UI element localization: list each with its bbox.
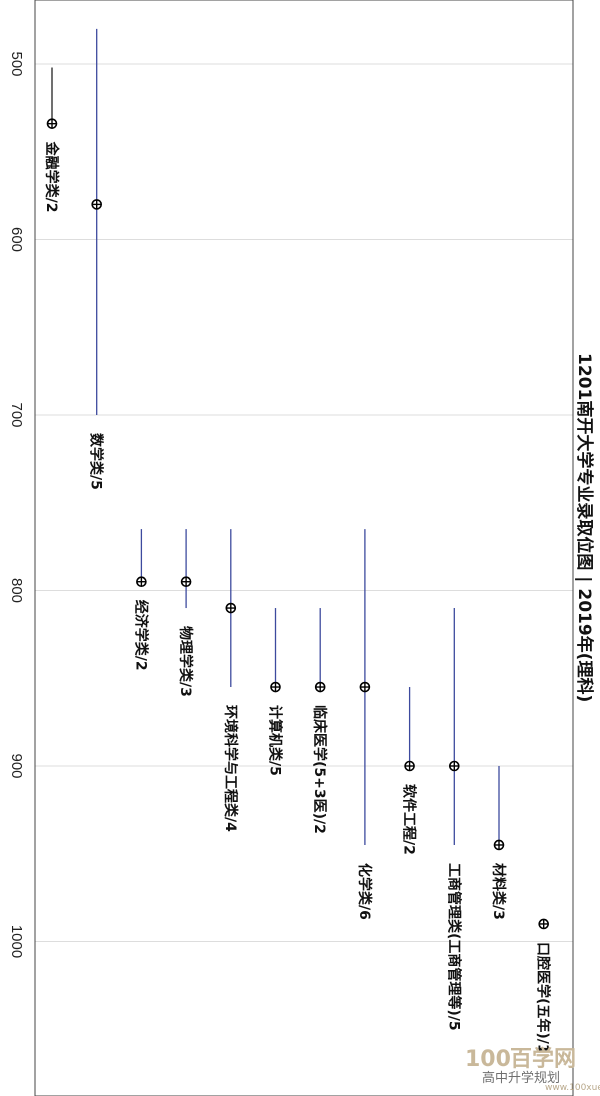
plot-frame (34, 0, 574, 1096)
median-marker (448, 760, 460, 772)
watermark: 100 百学网 高中升学规划 www.100xue.net (465, 1046, 600, 1093)
median-marker (91, 199, 102, 210)
median-marker (538, 918, 550, 930)
median-marker (404, 760, 415, 772)
category-label: 计算机类/5 (267, 705, 284, 776)
watermark-subtitle: 高中升学规划 (482, 1070, 560, 1086)
median-marker (225, 602, 237, 614)
category-label: 临床医学(5+3医)/2 (311, 705, 328, 834)
category-label: 经济学类/2 (132, 600, 149, 671)
category-label: 材料类/3 (490, 863, 507, 920)
y-tick-label: 900 (8, 753, 25, 778)
category-label: 软件工程/2 (401, 784, 418, 855)
category-label: 工商管理类(工商管理等)/5 (445, 863, 462, 1031)
median-marker (493, 839, 505, 851)
watermark-logo-digits: 100 (465, 1047, 511, 1072)
y-tick-label: 700 (8, 402, 25, 427)
category-label: 金融学类/2 (43, 141, 60, 213)
range-marks (46, 28, 550, 930)
category-labels: 金融学类/2 数学类/5 经济学类/2 物理学类/3 环境科学与工程类/4 计算机类/5 临… (43, 141, 552, 1054)
category-label: 数学类/5 (88, 433, 105, 490)
y-tick-label: 500 (8, 51, 25, 76)
median-marker (314, 681, 326, 693)
category-label: 口腔医学(五年)/1 (535, 942, 552, 1054)
category-label: 环境科学与工程类/4 (222, 705, 239, 832)
y-tick-label: 1000 (8, 925, 25, 958)
category-label: 化学类/6 (356, 863, 373, 920)
median-marker (359, 681, 371, 693)
chart-title: 1201南开大学专业录取位图 | 2019年(理科) (574, 353, 595, 702)
median-marker (270, 681, 281, 693)
median-marker (180, 576, 192, 588)
watermark-url: www.100xue.net (545, 1083, 600, 1093)
y-axis: 500 600 700 800 900 1000 (8, 51, 25, 958)
grid-lines (35, 63, 573, 942)
y-tick-label: 800 (8, 578, 25, 603)
watermark-logo-text: 百学网 (510, 1046, 576, 1072)
median-marker (136, 576, 147, 588)
y-tick-label: 600 (8, 227, 25, 252)
category-label: 物理学类/3 (177, 626, 194, 697)
median-marker (46, 118, 58, 129)
